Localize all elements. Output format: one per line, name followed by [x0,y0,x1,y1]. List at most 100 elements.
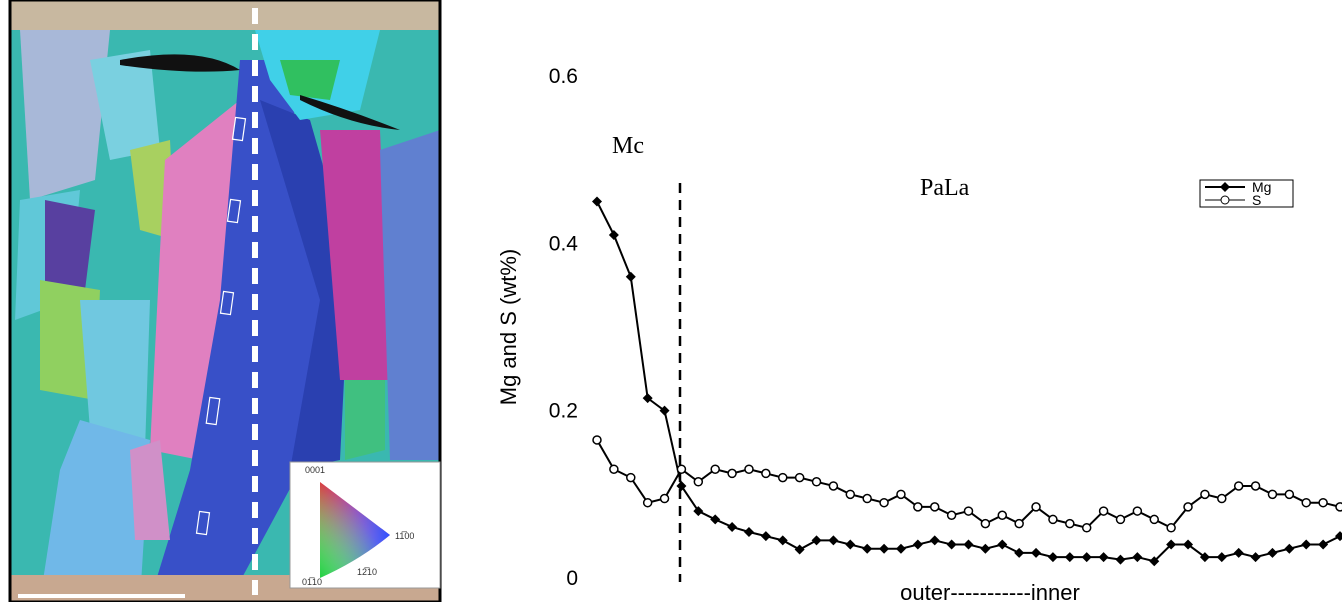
legend-label: S [1252,192,1261,208]
point [946,510,957,520]
point [1065,518,1075,529]
point [744,464,754,474]
point [879,497,889,508]
point [997,539,1008,550]
point [862,543,873,554]
point [727,468,737,479]
point [896,489,906,500]
point [659,405,670,416]
point [1098,506,1109,516]
point [862,493,872,504]
point [710,464,720,474]
point [778,472,788,483]
point [1081,523,1092,533]
point [1166,523,1176,533]
point [642,393,653,404]
point [1048,514,1058,525]
x-axis-label: outer-----------inner [900,580,1080,602]
point [1301,497,1311,508]
point [1284,543,1295,554]
point [794,472,805,483]
point [879,543,890,554]
point [1301,539,1312,550]
y-tick-label: 0 [566,567,578,590]
point [1149,514,1159,525]
point [1284,489,1295,500]
inset-label: 12̅10 [357,567,377,577]
point [710,514,721,525]
annotation: PaLa [920,175,970,201]
point [1335,502,1342,512]
point [777,535,788,546]
point [1098,552,1109,563]
point [1233,547,1244,558]
ebsd-map [8,0,442,602]
legend-box [1199,179,1294,208]
point [1031,502,1041,512]
point [1200,489,1210,500]
point [626,472,636,483]
inset-label: 0001 [305,465,325,475]
point [980,518,991,529]
point [1318,497,1328,508]
point [1267,489,1278,500]
y-tick-label: 0.6 [549,65,578,88]
point [1250,481,1261,491]
point [1149,556,1160,567]
point [1217,493,1227,504]
inset-label: 11̅00 [395,531,414,541]
point [1047,552,1058,563]
point [895,543,906,554]
point [693,506,704,517]
annotation: Mc [612,133,644,159]
point [1183,502,1193,512]
point [811,477,822,487]
point [625,271,636,282]
point [811,535,822,546]
legend-label: Mg [1252,179,1271,195]
point [997,510,1008,520]
point [1250,552,1261,563]
point [1318,539,1329,550]
point [1183,539,1194,550]
point [1031,547,1042,558]
point [1132,552,1143,563]
point [592,435,602,445]
point [592,196,602,207]
point [963,539,974,550]
point [676,464,687,474]
inset-label: 01̅10 [302,577,322,587]
point [1014,547,1025,558]
point [727,521,738,532]
point [760,531,771,542]
point [609,464,619,474]
point [693,477,704,487]
point [845,489,856,500]
point [913,502,923,512]
point [946,539,957,550]
y-tick-label: 0.4 [549,232,579,255]
point [743,526,754,537]
point [963,506,974,516]
y-axis-label: Mg and S (wt%) [496,249,521,406]
point [761,468,771,479]
point [608,229,619,240]
point [1216,552,1227,563]
point [1014,518,1024,529]
point [980,543,991,554]
legend-marker [1220,195,1230,205]
y-tick-label: 0.2 [549,400,578,423]
point [1115,554,1126,565]
legend-marker [1220,182,1230,192]
point [659,493,670,504]
point [1081,552,1092,563]
point [828,481,839,491]
point [676,480,687,491]
point [912,539,923,550]
point [1199,552,1210,563]
point [845,539,856,550]
point [642,497,653,508]
point [794,544,805,555]
